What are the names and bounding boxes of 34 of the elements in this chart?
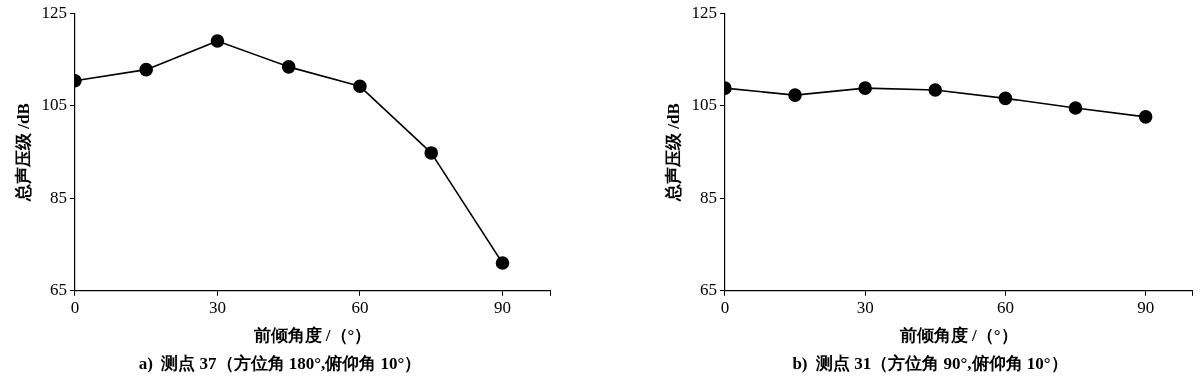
point <box>424 146 439 160</box>
y-tick-label: 65 <box>699 280 717 300</box>
x-tick-label: 30 <box>208 298 226 318</box>
x-tick-label: 90 <box>493 298 511 318</box>
y-tick-label: 125 <box>691 2 717 22</box>
point <box>281 60 296 74</box>
text: a) 测点 37（方位角 180°,俯仰角 10°） <box>138 354 422 374</box>
point <box>353 79 367 94</box>
point <box>858 81 872 95</box>
y-axis-title: 总声压级 /dB <box>13 103 33 202</box>
x-axis-title: 前倾角度 /（°） <box>898 325 1018 345</box>
point <box>998 91 1013 106</box>
x-tick-label: 60 <box>996 298 1014 318</box>
y-tick-label: 105 <box>691 95 717 115</box>
point <box>139 62 153 77</box>
x-tick-label: 30 <box>856 298 874 318</box>
x-tick-label: 60 <box>351 298 369 318</box>
x-tick-label: 0 <box>720 298 730 318</box>
point <box>495 256 510 270</box>
text: b) 测点 31（方位角 90°,俯仰角 10°） <box>792 354 1068 374</box>
y-tick-label: 105 <box>41 95 67 115</box>
point <box>1138 110 1153 124</box>
y-tick-label: 85 <box>49 187 67 207</box>
x-tick-label: 90 <box>1137 298 1155 318</box>
x-axis-title: 前倾角度 /（°） <box>252 325 372 345</box>
x-tick-label: 0 <box>70 298 80 318</box>
point <box>1068 101 1083 115</box>
point <box>210 34 225 48</box>
y-tick-label: 85 <box>699 187 717 207</box>
y-axis-title: 总声压级 /dB <box>663 103 683 202</box>
y-tick-label: 125 <box>41 2 67 22</box>
point <box>928 83 943 97</box>
y-tick-label: 65 <box>49 280 67 300</box>
point <box>788 88 802 102</box>
